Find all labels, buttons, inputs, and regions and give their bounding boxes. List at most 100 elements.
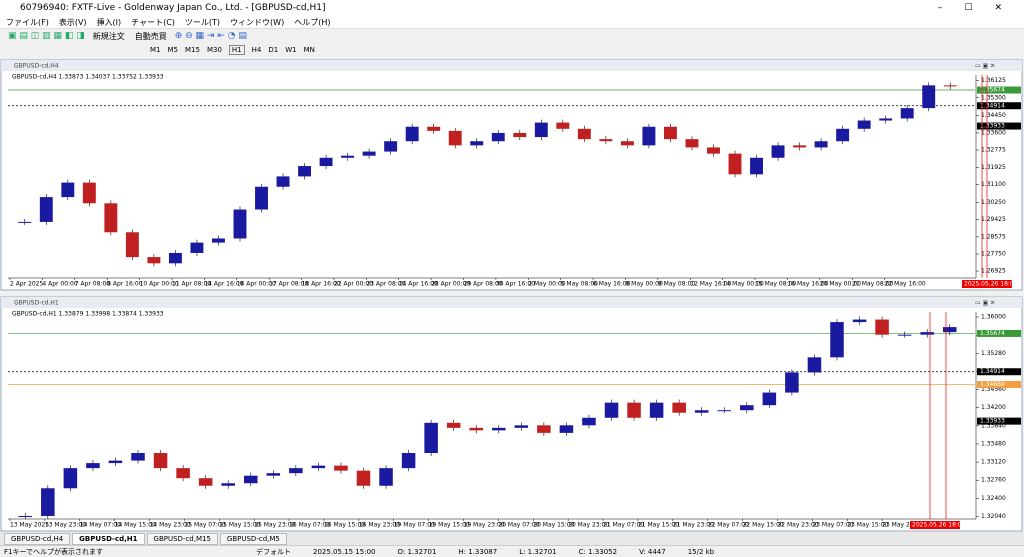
candle [717, 410, 732, 412]
toolbar: ▣ ▤ ◫ ▥ ▦ ◧ ◨ 新規注文 自動売買 ⊕ ⊖ ▦ ⇥ ⇤ ◔ ▤ [0, 28, 1024, 43]
candle [39, 197, 53, 222]
x-tick-label: 9 May 08:00 [658, 281, 696, 288]
timeframe-button[interactable]: H1 [228, 45, 245, 55]
price-level-label: 1.35674 [980, 87, 1005, 94]
tab[interactable]: GBPUSD-cd,M5 [219, 532, 287, 545]
x-tick-label: 19 May 23:00 [464, 522, 505, 529]
tab[interactable]: GBPUSD-cd,M15 [146, 532, 218, 545]
x-tick-label: 21 May 23:00 [673, 522, 714, 529]
candle [875, 319, 889, 335]
price-level-label: 1.34914 [980, 102, 1005, 109]
menu-item[interactable]: チャート(C) [131, 17, 175, 27]
timeframe-button[interactable]: M15 [185, 46, 200, 54]
candle [61, 182, 75, 198]
candle [513, 132, 527, 138]
timeframe-button[interactable]: W1 [285, 46, 297, 54]
x-tick-label: 22 Apr 00:00 [334, 281, 373, 288]
candle [125, 232, 139, 258]
x-tick-label: 14 Apr 16:00 [204, 281, 243, 288]
candle [362, 151, 376, 156]
candle [86, 463, 100, 469]
y-tick-label: 1.33600 [981, 129, 1006, 136]
y-tick-label: 1.33120 [981, 459, 1006, 466]
y-tick-label: 1.32760 [981, 477, 1006, 484]
menu-item[interactable]: ウィンドウ(W) [230, 17, 285, 27]
candle [582, 417, 596, 426]
candle [836, 128, 850, 142]
candle [750, 157, 763, 175]
candle [289, 468, 303, 474]
candle [176, 468, 190, 479]
candle [266, 473, 281, 476]
cursor-label: 2025.05.26 18:00 [964, 281, 1018, 288]
candle [604, 402, 619, 418]
candle [243, 475, 258, 484]
timeframe-button[interactable]: D1 [268, 46, 279, 54]
x-tick-label: 14 May 07:00 [80, 522, 121, 529]
timeframe-button[interactable]: M5 [167, 46, 179, 54]
title-bar: 60796940: FXTF-Live - Goldenway Japan Co… [0, 0, 1024, 16]
timeframe-button[interactable]: M30 [206, 46, 222, 54]
cursor-label: 2025.05.26 18:00 [912, 522, 966, 529]
candle [672, 402, 686, 413]
auto-trade-button[interactable]: 自動売買 [134, 31, 167, 41]
y-tick-label: 1.33480 [981, 440, 1006, 447]
tab[interactable]: GBPUSD-cd,H1 [72, 532, 145, 545]
x-tick-label: 15 May 15:00 [219, 522, 260, 529]
candle [18, 515, 33, 517]
candle [41, 488, 55, 516]
timeframe-bar: M1 M5 M15 M30 H1 H4 D1 W1 MN [0, 43, 1024, 57]
status-field: デフォルト [256, 547, 291, 556]
x-tick-label: 4 Apr 00:00 [42, 281, 77, 288]
candle [492, 427, 506, 431]
y-tick-label: 1.34450 [981, 112, 1006, 119]
menu-bar: ファイル(F) 表示(V) 挿入(I) チャート(C) ツール(T) ウィンドウ(W) ヘル… [0, 16, 1024, 28]
y-tick-label: 1.36000 [981, 314, 1006, 321]
x-tick-label: 20 May 23:00 [568, 522, 609, 529]
chart-header: GBPUSD-cd,H1 1.33879 1.33998 1.33874 1.3… [12, 311, 164, 318]
candle [920, 332, 934, 335]
menu-item[interactable]: ヘルプ(H) [294, 17, 331, 27]
x-tick-label: 16 May 16:00 [787, 281, 828, 288]
timeframe-button[interactable]: H4 [251, 46, 262, 54]
menu-item[interactable]: 表示(V) [58, 17, 87, 27]
x-tick-label: 24 Apr 16:00 [399, 281, 438, 288]
candle [649, 402, 664, 418]
timeframe-button[interactable]: M1 [150, 46, 161, 54]
x-tick-label: 22 May 07:00 [708, 522, 749, 529]
menu-item[interactable]: ファイル(F) [6, 17, 49, 27]
status-field: 15/2 kb [687, 547, 715, 556]
y-tick-label: 1.35300 [981, 94, 1006, 101]
x-tick-label: 17 Apr 08:00 [269, 281, 308, 288]
candle [852, 319, 867, 323]
x-tick-label: 16 May 23:00 [359, 522, 400, 529]
candle [694, 410, 709, 413]
x-tick-label: 23 May 15:00 [847, 522, 888, 529]
menu-item[interactable]: ツール(T) [184, 17, 221, 27]
y-tick-label: 1.32040 [981, 513, 1006, 520]
y-tick-label: 1.34200 [981, 404, 1006, 411]
candle [707, 147, 720, 154]
candle [405, 126, 419, 142]
x-tick-label: 15 May 07:00 [184, 522, 225, 529]
x-tick-label: 8 May 00:00 [625, 281, 663, 288]
window-title: GBPUSD-cd,H4 [14, 63, 59, 70]
candle [147, 257, 161, 264]
x-tick-label: 11 Apr 08:00 [172, 281, 211, 288]
cursor-label-box [962, 280, 1012, 288]
tab[interactable]: GBPUSD-cd,H4 [4, 532, 71, 545]
timeframe-button[interactable]: MN [303, 46, 315, 54]
x-tick-label: 5 May 08:00 [561, 281, 599, 288]
new-order-button[interactable]: 新規注文 [92, 31, 125, 41]
x-tick-label: 18 Apr 16:00 [302, 281, 341, 288]
x-tick-label: 16 May 15:00 [324, 522, 365, 529]
x-tick-label: 13 May 23:00 [45, 522, 86, 529]
window-controls[interactable]: –☐✕ [937, 3, 1024, 13]
y-tick-label: 1.36125 [981, 77, 1006, 84]
candle [900, 108, 914, 119]
x-tick-label: 12 May 16:00 [690, 281, 731, 288]
menu-item[interactable]: 挿入(I) [96, 17, 122, 27]
price-level-label: 1.34660 [980, 381, 1005, 388]
candle [298, 166, 312, 177]
candle [922, 85, 936, 109]
